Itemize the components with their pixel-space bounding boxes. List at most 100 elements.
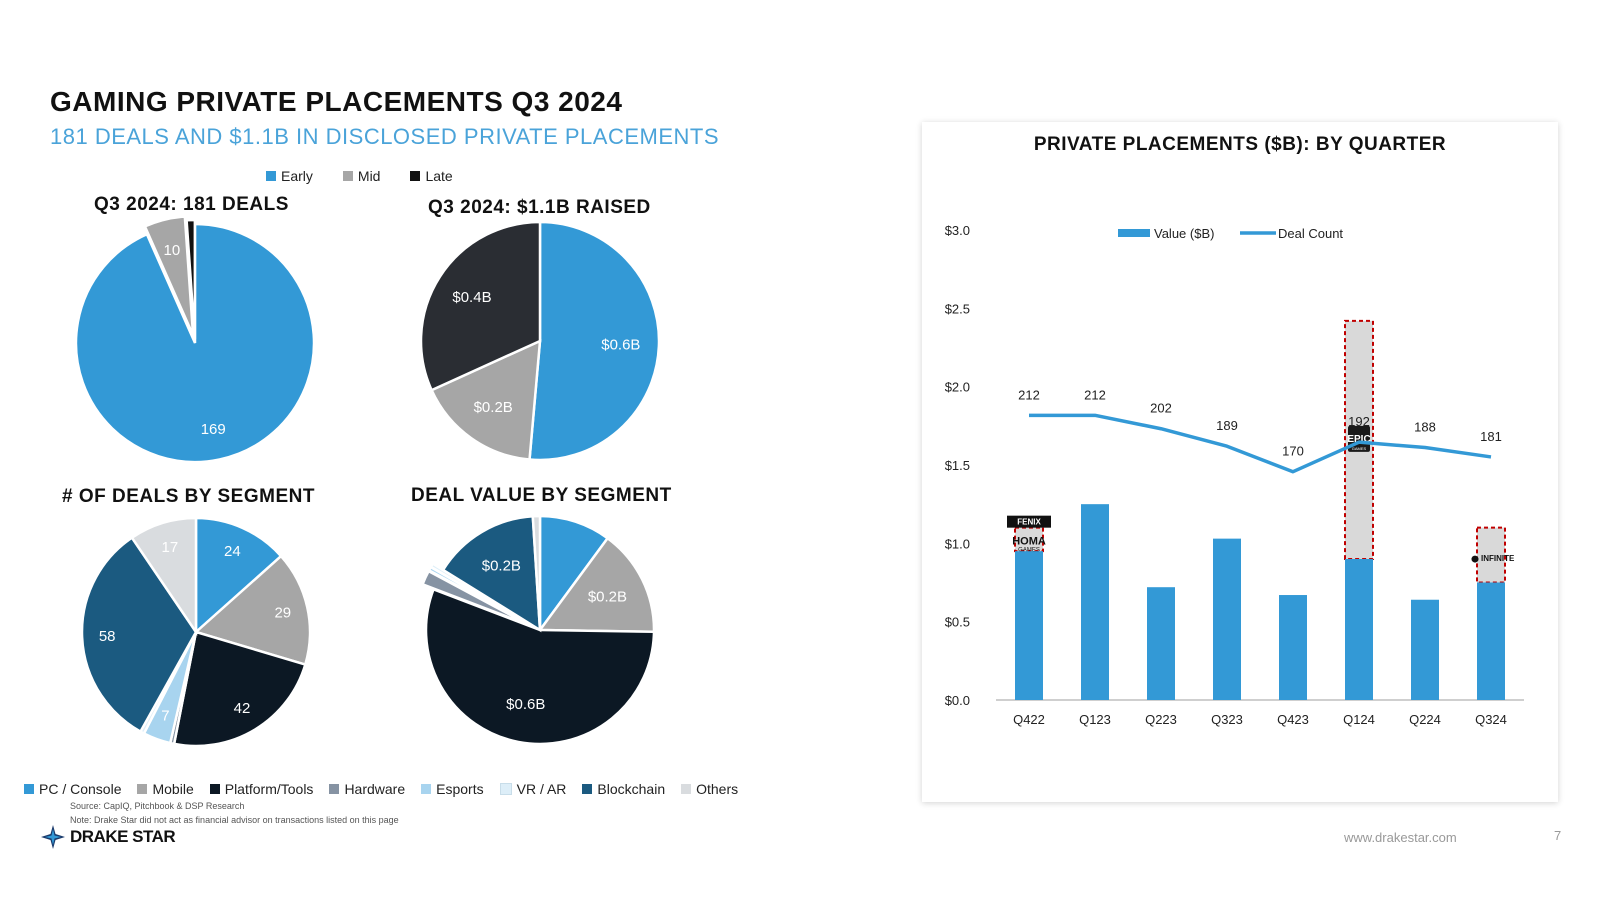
legend-swatch — [137, 784, 148, 794]
legend-swatch — [266, 171, 276, 181]
legend-label: Others — [696, 781, 739, 797]
pie-label-mid: $0.2B — [474, 399, 513, 416]
x-tick-label: Q323 — [1211, 712, 1243, 727]
legend-swatch — [499, 783, 512, 795]
deal-count-label: 188 — [1414, 420, 1436, 435]
legend-label: Esports — [436, 781, 484, 797]
pie-label-early: $0.6B — [601, 337, 640, 354]
deal-count-line — [1029, 413, 1492, 474]
pie-segment-value-title: DEAL VALUE BY SEGMENT — [411, 485, 672, 506]
source-note: Source: CapIQ, Pitchbook & DSP Research — [70, 801, 245, 811]
legend-label: Mobile — [152, 781, 194, 797]
bar-q324 — [1477, 582, 1505, 700]
logo-text: DRAKE STAR — [70, 827, 176, 846]
website-url[interactable]: www.drakestar.com — [1344, 830, 1457, 845]
pie-label-blockchain: $0.2B — [482, 557, 521, 574]
x-tick-label: Q224 — [1409, 712, 1441, 727]
bar-q223 — [1147, 587, 1175, 700]
legend-label: Late — [425, 168, 453, 184]
bar-q422 — [1015, 551, 1043, 700]
legend-label: Mid — [357, 168, 381, 184]
legend-label: Hardware — [344, 781, 406, 797]
segment-legend-item-vr-ar: VR / AR — [499, 781, 566, 797]
quarterly-chart-legend: Value ($B) Deal Count — [1118, 226, 1343, 241]
legend-swatch — [329, 784, 340, 794]
pie-label-mobile: 29 — [274, 605, 291, 622]
legend-swatch — [410, 171, 421, 181]
segment-legend-item-blockchain: Blockchain — [582, 781, 665, 797]
pie-slice-others — [531, 514, 542, 631]
pie-slice-mid — [143, 218, 195, 336]
legend-label: Early — [281, 168, 313, 184]
deal-count-label: 170 — [1282, 444, 1304, 459]
x-tick-label: Q124 — [1343, 712, 1375, 727]
legend-swatch — [342, 171, 353, 181]
svg-text:EPIC: EPIC — [1347, 434, 1370, 445]
y-tick-label: $0.0 — [945, 693, 970, 708]
x-tick-label: Q324 — [1475, 712, 1507, 727]
bar-q323 — [1213, 538, 1241, 700]
pie-slice-pc-console — [538, 514, 610, 634]
svg-text:FENIX: FENIX — [1017, 518, 1041, 527]
pie-slice-platform-tools — [424, 587, 656, 746]
pie-label-late: $0.4B — [452, 289, 491, 306]
y-tick-label: $2.5 — [945, 301, 970, 316]
bar-q124 — [1345, 559, 1373, 700]
segment-legend: PC / Console Mobile Platform/Tools Hardware… — [24, 781, 738, 797]
svg-text:Deal Count: Deal Count — [1278, 226, 1343, 241]
bar-q423 — [1279, 595, 1307, 700]
legend-swatch — [681, 784, 692, 794]
y-tick-label: $1.0 — [945, 536, 970, 551]
y-tick-label: $0.5 — [945, 615, 970, 630]
drake-star-logo: DRAKE STAR — [40, 824, 176, 850]
quarterly-bar-line-chart: $0.0$0.5$1.0$1.5$2.0$2.5$3.0FENIXHOMAGAM… — [945, 223, 1524, 727]
segment-legend-item-pc-console: PC / Console — [24, 781, 121, 797]
svg-text:Value ($B): Value ($B) — [1154, 226, 1214, 241]
bar-q123 — [1081, 504, 1109, 700]
svg-text:INFINITE: INFINITE — [1481, 554, 1515, 563]
pie-label-platform-tools: 42 — [234, 700, 251, 717]
pie-segment-deals-title: # OF DEALS BY SEGMENT — [62, 486, 315, 507]
pie-slice-mobile — [193, 554, 312, 667]
segment-legend-item-others: Others — [681, 781, 738, 797]
star-logo-icon — [41, 825, 65, 849]
deal-count-label: 189 — [1216, 418, 1238, 433]
legend-label: Blockchain — [597, 781, 666, 797]
pie-chart-raised: $0.6B $0.2B $0.4B — [419, 220, 661, 462]
x-tick-label: Q422 — [1013, 712, 1045, 727]
pie-label-others: 17 — [162, 539, 179, 556]
x-tick-label: Q223 — [1145, 712, 1177, 727]
stage-legend: Early Mid Late — [266, 168, 453, 184]
svg-text:GAMES: GAMES — [1352, 446, 1367, 451]
disclaimer-note: Note: Drake Star did not act as financia… — [70, 815, 399, 825]
infinite-logo: INFINITE — [1471, 554, 1515, 563]
pie-chart-deals: 169 10 — [74, 218, 316, 464]
pie-deals-title: Q3 2024: 181 DEALS — [94, 194, 289, 215]
legend-swatch — [24, 784, 34, 794]
legend-swatch — [582, 784, 593, 794]
legend-label: PC / Console — [39, 781, 122, 797]
pie-label-mobile: $0.2B — [588, 589, 627, 606]
segment-legend-item-platform-tools: Platform/Tools — [209, 781, 314, 797]
pie-slice-early — [74, 222, 316, 464]
legend-label: Platform/Tools — [224, 781, 314, 797]
pie-raised-title: Q3 2024: $1.1B RAISED — [428, 197, 651, 218]
deal-count-label: 212 — [1084, 387, 1106, 402]
pie-chart-segment-deals: 24 29 42 7 58 17 — [80, 516, 312, 748]
y-tick-label: $2.0 — [945, 380, 970, 395]
segment-legend-item-hardware: Hardware — [329, 781, 405, 797]
page-subtitle: 181 DEALS AND $1.1B IN DISCLOSED PRIVATE… — [50, 124, 720, 149]
segment-legend-item-mobile: Mobile — [137, 781, 194, 797]
x-tick-label: Q123 — [1079, 712, 1111, 727]
pie-slice-late — [185, 218, 197, 340]
pie-slice-late — [419, 220, 542, 392]
bar-q224 — [1411, 599, 1439, 700]
deal-count-label: 181 — [1480, 429, 1502, 444]
pie-slice-early — [528, 220, 661, 462]
deal-count-label: 202 — [1150, 401, 1172, 416]
legend-swatch — [421, 784, 432, 794]
page-number: 7 — [1554, 828, 1562, 843]
pie-slice-mobile — [537, 536, 656, 634]
y-tick-label: $1.5 — [945, 458, 970, 473]
